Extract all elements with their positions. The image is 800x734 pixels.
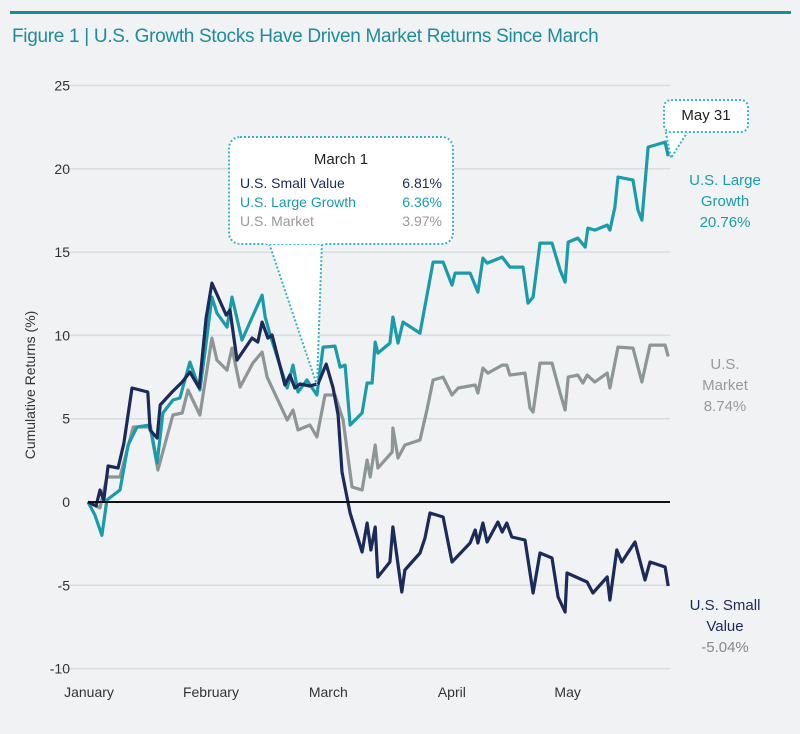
series-line-small-value <box>87 281 670 614</box>
y-tick-label: 25 <box>54 78 70 94</box>
march-tooltip-pointer <box>266 239 324 386</box>
x-tick-label: February <box>183 684 239 700</box>
y-tick-label: 0 <box>62 494 70 510</box>
x-tick-label: April <box>438 684 466 700</box>
x-tick-label: March <box>309 684 348 700</box>
series-lines <box>86 140 670 614</box>
series-name: U.S. <box>710 356 740 373</box>
tooltip-date: March 1 <box>313 151 369 168</box>
series-name: Market <box>702 377 748 394</box>
tooltip-pointer-joint <box>667 125 688 131</box>
y-axis-label: Cumulative Returns (%) <box>22 311 38 460</box>
series-line-market <box>87 336 670 510</box>
x-tick-label: January <box>64 684 114 700</box>
series-name: Growth <box>700 193 750 210</box>
end-label-market: U.S. Market 8.74% <box>670 354 780 417</box>
series-name: U.S. Large <box>689 172 761 189</box>
series-end-value: -5.04% <box>701 639 749 656</box>
chart-title: Figure 1 | U.S. Growth Stocks Have Drive… <box>12 26 599 47</box>
series-name: U.S. Small <box>689 597 761 614</box>
tooltip-series-value: 3.97% <box>402 213 442 229</box>
may-tooltip-pointer <box>663 127 692 161</box>
x-tick-labels: January February March April May <box>64 684 581 700</box>
series-end-value: 20.76% <box>699 214 751 231</box>
y-tick-label: 15 <box>54 244 70 260</box>
end-label-large-growth: U.S. Large Growth 20.76% <box>670 170 780 233</box>
y-tick-label: 10 <box>54 327 70 343</box>
x-tick-label: May <box>554 684 580 700</box>
tooltip-series-name: U.S. Large Growth <box>240 194 356 210</box>
tooltip-pointer-joint <box>266 236 324 244</box>
tooltip-date: May 31 <box>681 107 731 124</box>
tooltip-series-name: U.S. Small Value <box>240 175 345 191</box>
y-tick-label: -10 <box>50 661 70 677</box>
tooltip-series-name: U.S. Market <box>240 213 314 229</box>
y-tick-label: 5 <box>62 411 70 427</box>
top-rule <box>10 11 791 14</box>
tooltip-row-small-value: U.S. Small Value 6.81% <box>240 174 442 193</box>
y-tick-labels: -10 -5 0 5 10 15 20 25 <box>50 78 70 677</box>
series-name: Value <box>706 618 744 635</box>
may-tooltip: May 31 <box>663 99 749 133</box>
end-label-small-value: U.S. Small Value -5.04% <box>670 595 780 658</box>
series-line-large-growth <box>86 140 670 537</box>
y-tick-label: -5 <box>58 577 71 593</box>
y-tick-label: 20 <box>54 161 70 177</box>
series-end-value: 8.74% <box>703 398 747 415</box>
march-tooltip: March 1 U.S. Small Value 6.81% U.S. Large… <box>228 136 454 245</box>
tooltip-series-value: 6.36% <box>402 194 442 210</box>
tooltip-row-large-growth: U.S. Large Growth 6.36% <box>240 193 442 212</box>
tooltip-series-value: 6.81% <box>402 175 442 191</box>
tooltip-row-market: U.S. Market 3.97% <box>240 212 442 231</box>
